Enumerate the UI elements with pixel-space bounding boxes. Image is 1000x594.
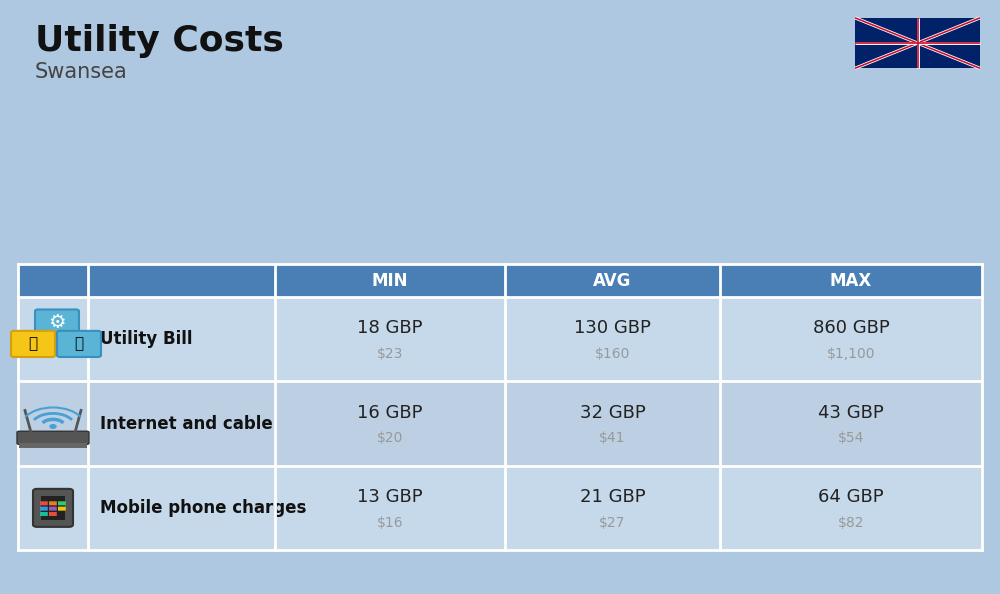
FancyBboxPatch shape [49, 501, 57, 505]
FancyBboxPatch shape [41, 496, 65, 520]
Text: 64 GBP: 64 GBP [818, 488, 884, 506]
Text: 130 GBP: 130 GBP [574, 320, 651, 337]
FancyBboxPatch shape [88, 466, 275, 550]
FancyBboxPatch shape [275, 297, 505, 381]
FancyBboxPatch shape [720, 264, 982, 297]
Text: $20: $20 [377, 431, 403, 446]
Text: 13 GBP: 13 GBP [357, 488, 423, 506]
Text: 16 GBP: 16 GBP [357, 404, 423, 422]
FancyBboxPatch shape [58, 507, 66, 511]
FancyBboxPatch shape [33, 489, 73, 527]
Text: $1,100: $1,100 [827, 347, 875, 361]
FancyBboxPatch shape [505, 297, 720, 381]
FancyBboxPatch shape [18, 381, 88, 466]
Text: $82: $82 [838, 516, 864, 530]
FancyBboxPatch shape [88, 381, 275, 466]
FancyBboxPatch shape [57, 331, 101, 357]
Text: $160: $160 [595, 347, 630, 361]
Text: MAX: MAX [830, 271, 872, 290]
FancyBboxPatch shape [58, 501, 66, 505]
Text: 43 GBP: 43 GBP [818, 404, 884, 422]
FancyBboxPatch shape [720, 297, 982, 381]
FancyBboxPatch shape [35, 309, 79, 336]
FancyBboxPatch shape [19, 443, 87, 448]
Text: 32 GBP: 32 GBP [580, 404, 645, 422]
FancyBboxPatch shape [49, 507, 57, 511]
FancyBboxPatch shape [17, 431, 89, 444]
Text: 🚰: 🚰 [74, 336, 84, 352]
Text: $27: $27 [599, 516, 626, 530]
Text: $54: $54 [838, 431, 864, 446]
FancyBboxPatch shape [275, 381, 505, 466]
Text: 21 GBP: 21 GBP [580, 488, 645, 506]
FancyBboxPatch shape [88, 264, 275, 297]
Circle shape [50, 425, 56, 428]
FancyBboxPatch shape [275, 466, 505, 550]
FancyBboxPatch shape [88, 297, 275, 381]
FancyBboxPatch shape [18, 466, 88, 550]
FancyBboxPatch shape [49, 512, 57, 516]
FancyBboxPatch shape [505, 466, 720, 550]
FancyBboxPatch shape [505, 381, 720, 466]
Text: $41: $41 [599, 431, 626, 446]
Text: ⚙: ⚙ [48, 313, 66, 332]
Text: 860 GBP: 860 GBP [813, 320, 889, 337]
FancyBboxPatch shape [505, 264, 720, 297]
FancyBboxPatch shape [40, 501, 48, 505]
FancyBboxPatch shape [40, 507, 48, 511]
Text: Utility Costs: Utility Costs [35, 24, 284, 58]
FancyBboxPatch shape [275, 264, 505, 297]
FancyBboxPatch shape [855, 18, 980, 68]
Text: $16: $16 [377, 516, 403, 530]
Text: Utility Bill: Utility Bill [100, 330, 192, 348]
FancyBboxPatch shape [40, 512, 48, 516]
FancyBboxPatch shape [18, 297, 88, 381]
Text: MIN: MIN [372, 271, 408, 290]
FancyBboxPatch shape [18, 264, 88, 297]
FancyBboxPatch shape [720, 466, 982, 550]
Text: Internet and cable: Internet and cable [100, 415, 273, 432]
Text: 🔌: 🔌 [28, 336, 38, 352]
Text: Mobile phone charges: Mobile phone charges [100, 499, 306, 517]
Text: 18 GBP: 18 GBP [357, 320, 423, 337]
Text: AVG: AVG [593, 271, 632, 290]
Text: $23: $23 [377, 347, 403, 361]
FancyBboxPatch shape [720, 381, 982, 466]
FancyBboxPatch shape [11, 331, 55, 357]
Text: Swansea: Swansea [35, 62, 128, 83]
